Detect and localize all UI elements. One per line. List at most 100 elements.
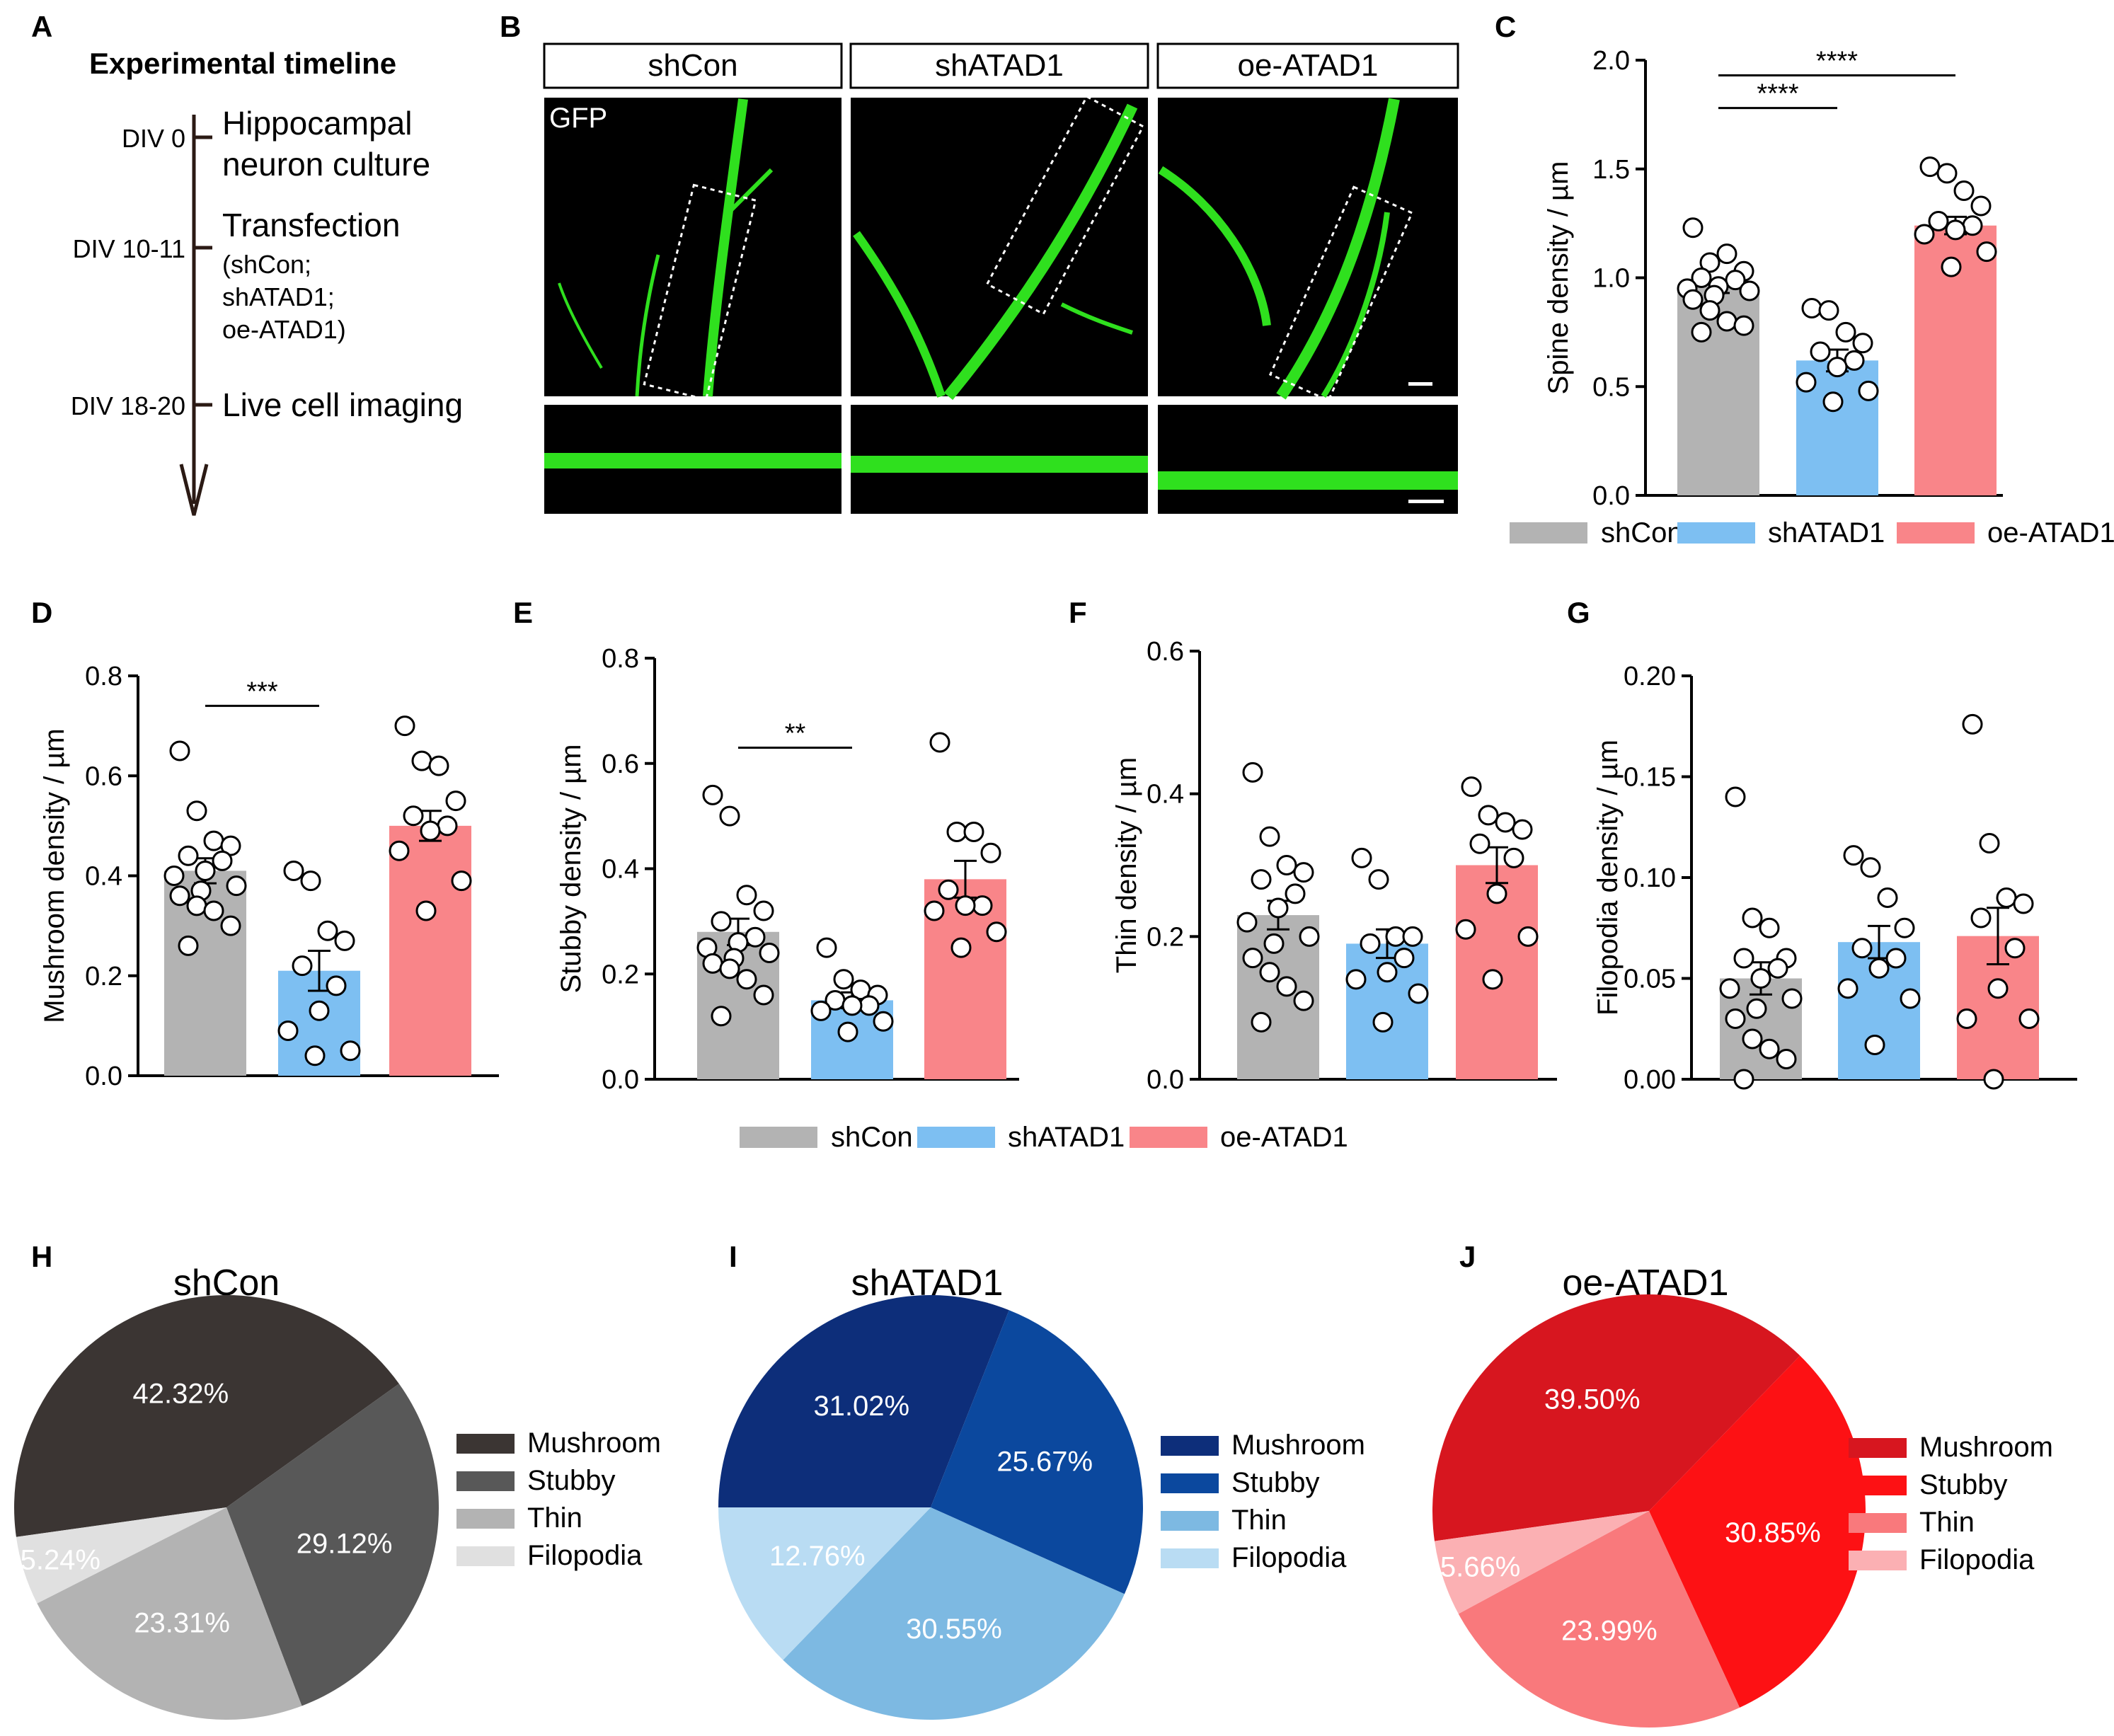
data-point-E-shCon xyxy=(711,1006,732,1027)
condition-header-shcon xyxy=(543,42,843,89)
panel-j-pie: oe-ATAD139.50%30.85%23.99%5.66%MushroomS… xyxy=(1432,1263,2053,1728)
data-point-C-oe-ATAD1 xyxy=(1941,256,1962,277)
pie-slice-J-thin xyxy=(1458,1511,1740,1728)
sig-label-C-1: **** xyxy=(1816,47,1858,76)
data-point-F-shCon xyxy=(1251,1011,1272,1033)
pie-legend-label-J-stubby: Stubby xyxy=(1919,1469,2008,1500)
data-point-C-shATAD1 xyxy=(1801,298,1822,319)
sig-label-E-0: ** xyxy=(785,718,806,748)
data-point-E-oe-ATAD1 xyxy=(929,732,950,753)
data-point-G-oe-ATAD1 xyxy=(1987,978,2009,999)
panel-label-f: F xyxy=(1069,596,1087,629)
panel-label-c: C xyxy=(1495,10,1516,43)
data-point-F-oe-ATAD1 xyxy=(1469,833,1490,854)
y-tick-label-G: 0.05 xyxy=(1624,965,1676,994)
pie-slice-J-stubby xyxy=(1649,1355,1866,1708)
data-point-C-shCon xyxy=(1699,252,1721,273)
pie-legend-label-I-stubby: Stubby xyxy=(1231,1467,1320,1498)
data-point-F-shCon xyxy=(1259,962,1280,983)
dendrite-shatad1-main xyxy=(943,103,1138,401)
timeline-event-0-line-0: Hippocampal xyxy=(222,105,412,142)
dendrite-shcon-thin-2 xyxy=(558,282,603,369)
data-point-F-shATAD1 xyxy=(1394,948,1415,969)
legend-c-label-shatad1: shATAD1 xyxy=(1768,517,1885,548)
data-point-D-shATAD1 xyxy=(309,1000,330,1021)
data-point-E-oe-ATAD1 xyxy=(924,900,945,921)
pie-legend-swatch-I-thin xyxy=(1161,1511,1219,1531)
data-point-C-shCon xyxy=(1739,280,1760,301)
data-point-D-shCon xyxy=(178,935,199,956)
pie-label-J-mushroom: 39.50% xyxy=(1544,1384,1641,1415)
data-point-E-shATAD1 xyxy=(858,995,880,1016)
dendrite-shatad1-left xyxy=(853,231,946,398)
pie-slice-H-mushroom xyxy=(13,1294,399,1537)
y-tick-label-E: 0.4 xyxy=(602,855,639,885)
legend-dg-swatch-shcon xyxy=(740,1127,817,1148)
data-point-G-shCon xyxy=(1733,948,1754,969)
panel-label-a: A xyxy=(31,10,52,43)
sig-label-D-0: *** xyxy=(246,677,278,706)
data-point-C-oe-ATAD1 xyxy=(1970,195,1992,217)
data-point-E-shATAD1 xyxy=(816,937,837,958)
data-point-F-oe-ATAD1 xyxy=(1455,919,1476,940)
data-point-D-shATAD1 xyxy=(334,930,355,951)
dendrite-shatad1-branch xyxy=(1060,302,1133,335)
sig-label-C-0: **** xyxy=(1757,79,1798,109)
pie-label-H-stubby: 29.12% xyxy=(297,1528,393,1559)
data-point-D-oe-ATAD1 xyxy=(389,840,410,861)
timeline-arrowhead xyxy=(179,464,209,516)
timeline-event-2-line-0: Live cell imaging xyxy=(222,386,463,423)
data-point-C-shCon xyxy=(1691,268,1712,288)
data-point-C-shCon xyxy=(1733,315,1754,336)
data-point-G-shATAD1 xyxy=(1877,887,1898,908)
dendrite-oe-main xyxy=(1276,98,1400,400)
data-point-D-shCon xyxy=(186,895,207,916)
pie-legend-swatch-H-mushroom xyxy=(456,1434,515,1454)
scale-bar-top xyxy=(1408,382,1432,386)
pie-legend-label-H-mushroom: Mushroom xyxy=(527,1427,661,1459)
pie-legend-label-I-thin: Thin xyxy=(1231,1505,1287,1536)
pie-label-I-stubby: 25.67% xyxy=(996,1446,1093,1477)
data-point-F-oe-ATAD1 xyxy=(1517,926,1539,947)
data-point-G-oe-ATAD1 xyxy=(2018,1008,2040,1029)
data-point-D-shATAD1 xyxy=(292,955,313,977)
data-point-G-shCon xyxy=(1759,1038,1780,1059)
data-point-F-shCon xyxy=(1276,855,1297,875)
data-point-D-shCon xyxy=(169,740,190,761)
y-tick-label-E: 0.8 xyxy=(602,644,639,674)
data-point-G-oe-ATAD1 xyxy=(1983,1069,2004,1090)
dendrite-oe-left xyxy=(1158,166,1271,326)
data-point-E-shATAD1 xyxy=(833,969,854,990)
pie-label-J-filopodia: 5.66% xyxy=(1440,1551,1520,1582)
data-point-G-oe-ATAD1 xyxy=(1996,887,2017,908)
panel-a-timeline: Experimental timeline DIV 0 DIV 10-11 DI… xyxy=(71,47,463,516)
panel-f-chart: 0.0 0.2 0.4 0.6 Thin density / µm xyxy=(1111,637,1557,1095)
timeline-day-2: DIV 18-20 xyxy=(71,391,185,420)
data-point-D-oe-ATAD1 xyxy=(415,900,437,921)
data-point-G-oe-ATAD1 xyxy=(1956,1008,1977,1029)
pie-legend-swatch-I-filopodia xyxy=(1161,1548,1219,1568)
pie-slice-I-filopodia xyxy=(718,1507,931,1660)
y-tick-label-F: 0.2 xyxy=(1147,922,1184,952)
data-point-F-shATAD1 xyxy=(1345,969,1367,990)
timeline-event-1-line-3: oe-ATAD1) xyxy=(222,315,346,344)
data-point-G-shCon xyxy=(1742,907,1763,929)
data-point-G-oe-ATAD1 xyxy=(1962,713,1983,735)
y-tick-label-D: 0.4 xyxy=(85,862,122,892)
data-point-F-shATAD1 xyxy=(1377,962,1398,983)
data-point-C-shCon xyxy=(1716,243,1737,265)
data-point-F-oe-ATAD1 xyxy=(1512,819,1533,840)
data-point-F-oe-ATAD1 xyxy=(1486,883,1507,904)
zoom-dendrite-shatad1 xyxy=(851,456,1148,473)
data-point-E-shCon xyxy=(745,926,766,948)
panel-c-chart: 0.0 0.5 1.0 1.5 2.0 Spine density / µm **** ***… xyxy=(1543,46,2003,511)
data-point-D-oe-ATAD1 xyxy=(411,750,432,771)
y-tick-label-D: 0.8 xyxy=(85,662,122,691)
data-point-F-shCon xyxy=(1251,869,1272,890)
data-point-F-shCon xyxy=(1236,912,1258,933)
zoom-dendrite-oe-atad1 xyxy=(1158,471,1458,490)
data-point-D-oe-ATAD1 xyxy=(445,791,466,812)
data-point-G-oe-ATAD1 xyxy=(1970,907,1992,929)
data-point-F-shATAD1 xyxy=(1368,869,1389,890)
